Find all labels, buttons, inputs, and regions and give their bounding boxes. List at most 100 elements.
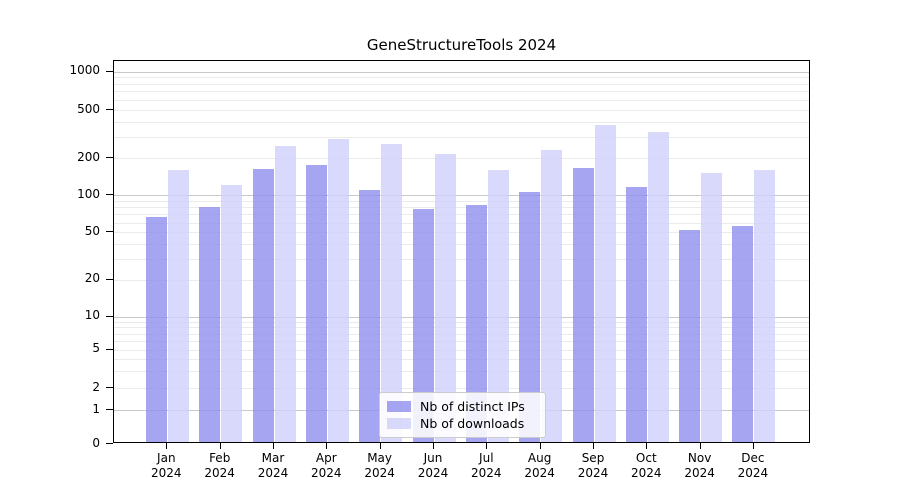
x-tick-mark <box>486 443 488 449</box>
bar-downloads-jul <box>487 169 509 442</box>
bar-downloads-feb <box>221 184 243 442</box>
x-tick-mark <box>646 443 648 449</box>
gridline-minor <box>114 91 809 93</box>
y-tick-mark <box>106 278 113 280</box>
x-tick-mark <box>326 443 328 449</box>
y-tick-mark <box>106 387 113 389</box>
x-tick-label: Feb 2024 <box>204 451 235 480</box>
bar-distinct-ips-jun <box>412 208 434 442</box>
y-tick-label: 500 <box>77 101 100 116</box>
gridline-minor <box>114 258 809 260</box>
bar-distinct-ips-oct <box>625 187 647 442</box>
bar-downloads-apr <box>327 139 349 442</box>
y-tick-label: 20 <box>84 271 100 286</box>
gridline-minor <box>114 222 809 224</box>
x-tick-label: Jul 2024 <box>471 451 502 480</box>
bar-distinct-ips-jan <box>145 217 167 442</box>
y-tick-label: 5 <box>92 341 100 356</box>
x-tick-label: Jun 2024 <box>417 451 449 480</box>
gridline-minor <box>114 243 809 245</box>
legend-item-distinct-ips: Nb of distinct IPs <box>387 399 537 414</box>
y-tick-label: 2 <box>92 379 100 394</box>
y-tick-mark <box>106 315 113 317</box>
x-tick-mark <box>379 443 381 449</box>
y-tick-mark <box>106 348 113 350</box>
bar-distinct-ips-sep <box>572 168 594 442</box>
bar-distinct-ips-jul <box>465 205 487 442</box>
y-tick-mark <box>106 109 113 111</box>
gridline-major <box>114 316 809 318</box>
x-tick-mark <box>752 443 754 449</box>
gridline-minor <box>114 341 809 342</box>
gridline-minor <box>114 321 809 323</box>
x-tick-mark <box>433 443 434 449</box>
gridline-minor <box>114 121 809 123</box>
grid-layer <box>114 61 809 442</box>
y-tick-label: 1 <box>92 401 100 416</box>
gridline-minor <box>114 201 809 202</box>
gridline-minor <box>114 207 809 209</box>
bar-downloads-oct <box>647 131 669 442</box>
legend-label-downloads: Nb of downloads <box>420 416 525 431</box>
bar-distinct-ips-mar <box>252 168 274 442</box>
x-tick-mark <box>166 443 168 449</box>
gridline-minor <box>114 77 809 79</box>
y-tick-label: 50 <box>84 223 100 238</box>
gridline-minor <box>114 349 809 351</box>
gridline-major <box>114 71 809 73</box>
bar-downloads-mar <box>274 146 296 442</box>
bar-distinct-ips-apr <box>305 164 327 442</box>
bars-layer <box>114 61 809 442</box>
gridline-minor <box>114 371 809 373</box>
gridline-major <box>114 195 809 197</box>
gridline-minor <box>114 214 809 216</box>
legend-swatch-distinct-ips <box>387 401 411 412</box>
chart-title: GeneStructureTools 2024 <box>366 36 557 54</box>
x-tick-label: Nov 2024 <box>684 451 715 480</box>
gridline-minor <box>114 232 809 234</box>
bar-distinct-ips-may <box>359 189 381 442</box>
plot-area: Nb of distinct IPs Nb of downloads <box>113 60 810 443</box>
gridline-minor <box>114 84 809 85</box>
gridline-minor <box>114 100 809 101</box>
y-tick-label: 10 <box>84 308 100 323</box>
y-tick-label: 0 <box>92 435 100 450</box>
y-tick-mark <box>106 157 113 159</box>
y-tick-label: 200 <box>77 149 100 164</box>
bar-downloads-jan <box>167 169 189 442</box>
y-tick-mark <box>106 409 113 411</box>
bar-distinct-ips-aug <box>519 192 541 442</box>
legend: Nb of distinct IPs Nb of downloads <box>379 392 546 438</box>
gridline-minor <box>114 327 809 329</box>
legend-item-downloads: Nb of downloads <box>387 416 537 431</box>
x-tick-label: Oct 2024 <box>631 451 662 480</box>
x-tick-label: Apr 2024 <box>311 451 342 480</box>
bar-downloads-sep <box>594 125 616 442</box>
x-tick-mark <box>219 443 221 449</box>
x-tick-label: Aug 2024 <box>524 451 555 480</box>
legend-label-distinct-ips: Nb of distinct IPs <box>420 399 525 414</box>
gridline-minor <box>114 333 809 335</box>
bar-downloads-jun <box>434 153 456 442</box>
x-tick-mark <box>273 443 274 449</box>
x-tick-label: Dec 2024 <box>737 451 769 480</box>
x-tick-label: Mar 2024 <box>257 451 289 480</box>
legend-swatch-downloads <box>387 418 411 429</box>
y-tick-mark <box>106 231 113 233</box>
y-tick-label: 100 <box>77 186 100 201</box>
x-tick-label: Sep 2024 <box>577 451 609 480</box>
bar-downloads-aug <box>541 149 563 442</box>
gridline-minor <box>114 388 809 390</box>
bar-distinct-ips-feb <box>199 206 221 442</box>
bar-distinct-ips-nov <box>679 230 701 442</box>
x-tick-mark <box>699 443 701 449</box>
gridline-minor <box>114 279 809 281</box>
bar-downloads-dec <box>754 169 776 442</box>
y-tick-mark <box>106 194 113 196</box>
bar-downloads-nov <box>701 172 723 442</box>
gridline-minor <box>114 158 809 160</box>
bar-downloads-may <box>381 144 403 442</box>
y-tick-mark <box>106 70 113 72</box>
gridline-minor <box>114 110 809 112</box>
